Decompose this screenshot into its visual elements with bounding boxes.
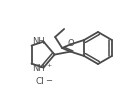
Text: O: O [68,39,74,48]
Text: Cl: Cl [35,77,44,86]
Text: −: − [45,76,52,85]
Text: NH: NH [32,64,45,73]
Text: NH: NH [32,37,45,46]
Text: +: + [46,63,51,68]
